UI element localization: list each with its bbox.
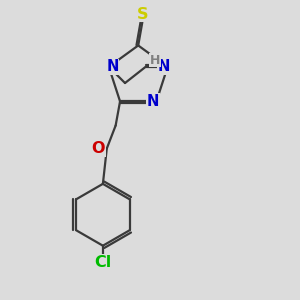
Text: Cl: Cl <box>94 255 112 270</box>
Text: S: S <box>137 7 149 22</box>
Text: H: H <box>150 54 160 67</box>
Text: N: N <box>147 94 159 109</box>
Text: O: O <box>91 141 105 156</box>
Text: N: N <box>106 59 118 74</box>
Text: N: N <box>158 59 170 74</box>
